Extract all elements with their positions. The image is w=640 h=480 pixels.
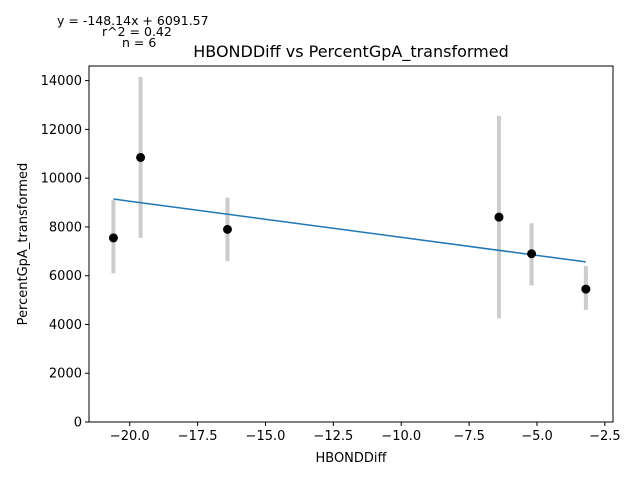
data-point [494,212,504,222]
n-annotation: n = 6 [122,35,156,50]
y-tick-label: 14000 [41,74,82,89]
x-tick-label: −2.5 [589,429,621,444]
data-point [222,224,232,234]
data-point [108,233,118,243]
y-tick-label: 6000 [49,269,82,284]
x-axis-label: HBONDDiff [315,451,387,466]
y-tick-label: 12000 [41,123,82,138]
y-tick-label: 10000 [41,172,82,187]
x-tick-label: −20.0 [110,429,150,444]
error-bars [111,76,588,319]
y-tick-label: 2000 [49,367,82,382]
data-point [136,152,146,162]
equation-annotation: y = -148.14x + 6091.57 [57,13,209,28]
chart-title: HBONDDiff vs PercentGpA_transformed [193,42,509,62]
x-axis-ticks: −20.0 −17.5 −15.0 −12.5 −10.0 −7.5 −5.0 −2.5 [110,422,621,444]
y-tick-label: 8000 [49,220,82,235]
data-point [527,249,537,259]
x-tick-label: −10.0 [381,429,421,444]
regression-line [113,198,586,263]
x-tick-label: −5.0 [521,429,553,444]
y-tick-label: 0 [74,416,82,431]
data-point [581,284,591,294]
x-tick-label: −12.5 [313,429,353,444]
plot-frame [88,65,614,423]
x-tick-label: −15.0 [246,429,286,444]
x-tick-label: −17.5 [178,429,218,444]
regression-line-group [113,198,586,263]
y-axis-ticks: 0 2000 4000 6000 8000 10000 12000 14000 [41,74,89,431]
x-tick-label: −7.5 [453,429,485,444]
r2-annotation: r^2 = 0.42 [102,24,172,39]
y-tick-label: 4000 [49,318,82,333]
y-axis-label: PercentGpA_transformed [16,163,31,326]
data-points [108,152,591,294]
